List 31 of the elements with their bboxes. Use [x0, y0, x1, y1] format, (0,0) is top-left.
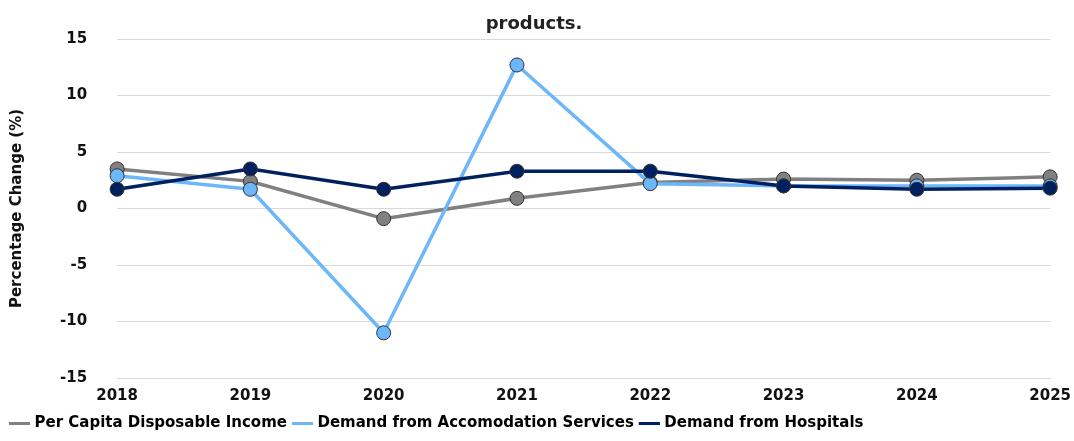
point [242, 181, 258, 197]
legend-label: Per Capita Disposable Income [34, 413, 287, 432]
x-tick-label: 2020 [362, 385, 405, 404]
x-tick-label: 2023 [762, 385, 805, 404]
y-axis-title: Percentage Change (%) [6, 108, 25, 309]
point [642, 163, 658, 179]
point [376, 211, 392, 227]
point [109, 181, 125, 197]
y-tick-label: 15 [66, 28, 88, 47]
point [242, 161, 258, 177]
x-tick-label: 2018 [96, 385, 138, 404]
chart-title: products. [485, 11, 583, 33]
y-tick-label: 10 [66, 85, 88, 104]
x-tick-label: 2019 [229, 385, 272, 404]
legend-label: Demand from Hospitals [664, 413, 864, 432]
y-tick-label: 0 [76, 198, 88, 217]
point [109, 168, 125, 184]
point [509, 190, 525, 206]
point [376, 181, 392, 197]
y-tick-label: 5 [76, 141, 88, 160]
y-tick-label: -10 [59, 311, 88, 330]
x-tick-label: 2025 [1029, 385, 1071, 404]
x-tick-label: 2022 [629, 385, 672, 404]
x-tick-label: 2021 [496, 385, 538, 404]
point [509, 57, 525, 73]
x-tick-label: 2024 [895, 385, 938, 404]
legend-label: Demand from Accomodation Services [317, 413, 634, 432]
point [509, 163, 525, 179]
y-tick-label: -5 [70, 254, 88, 273]
point [376, 325, 392, 341]
y-tick-label: -15 [59, 367, 88, 386]
